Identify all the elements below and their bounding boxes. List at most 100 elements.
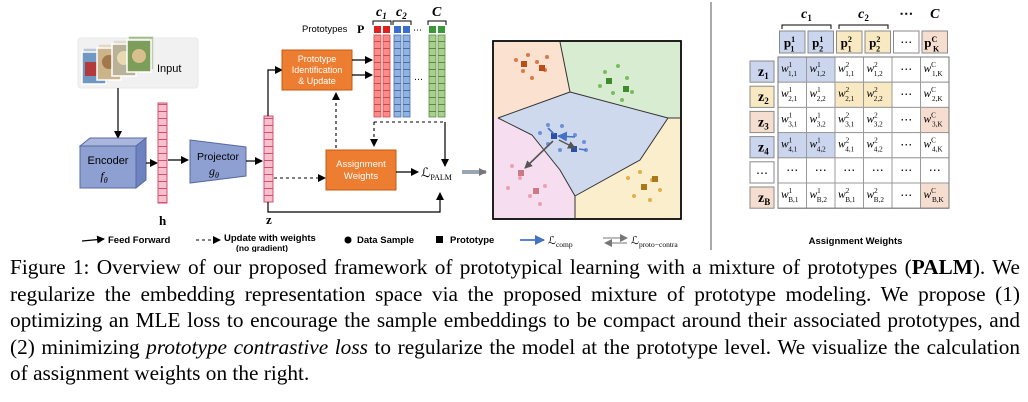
matrix-weight-cell: w2 3,2: [867, 111, 884, 128]
matrix-cell-dots: ⋯: [843, 163, 855, 177]
matrix-weight-cell: w1 B,2: [810, 187, 828, 204]
matrix-weight-cell: w2 B,1: [838, 187, 856, 204]
input-images: [81, 39, 152, 85]
matrix-weight-cell: w1 4,1: [781, 137, 798, 154]
projector-block: [189, 139, 247, 184]
projector-fn: gθ: [209, 164, 219, 180]
legend-feed-forward: Feed Forward: [108, 235, 170, 246]
cluster-blue: [538, 123, 588, 152]
matrix-row-label: z1: [758, 65, 769, 81]
assignment-matrix: c1 c2 ⋯ Cp1 1 p1 2 p2 1 p2 2 ⋯ pC K z1 w1 1,1 w1 1,2 w2 1,1 w…: [749, 7, 950, 247]
prototype-strip-vdots: …: [414, 73, 423, 83]
input-label: Input: [157, 63, 181, 75]
prototype-strips: [373, 34, 446, 118]
cluster-orange: [514, 53, 549, 80]
legend-update-line1: Update with weights: [224, 233, 316, 244]
prototype-identification-box: [281, 49, 353, 91]
prototype-box-line1: Prototype: [298, 54, 337, 64]
matrix-weight-cell: w2 3,1: [838, 111, 855, 128]
legend-circle-icon: [344, 236, 352, 244]
legend-comp: ℒcomp: [548, 235, 573, 249]
matrix-weight-cell: w1 2,2: [810, 86, 827, 103]
matrix-cell-dots: ⋯: [786, 163, 798, 177]
matrix-weight-cell: w2 2,2: [867, 86, 884, 103]
encoder-fn: fθ: [100, 169, 107, 185]
matrix-header-prototype: p2 1: [841, 35, 852, 53]
class-label-C: C: [432, 5, 442, 20]
prototype-box-line2: Identification: [292, 65, 343, 75]
caption-italic: prototype contrastive loss: [146, 334, 368, 359]
matrix-cell-dots: ⋯: [872, 163, 884, 177]
matrix-weight-cell: w1 1,1: [781, 61, 797, 78]
matrix-weight-cell: w1 1,2: [810, 61, 826, 78]
encoder-label: Encoder: [88, 155, 129, 167]
matrix-weight-cell: wC 4,K: [924, 137, 944, 154]
matrix-weight-cell: wC B,K: [924, 187, 945, 204]
loss-palm: ℒPALM: [421, 165, 452, 182]
cluster-pink: [506, 164, 547, 206]
projector-label: Projector: [197, 151, 240, 163]
legend-data-sample: Data Sample: [357, 235, 414, 246]
matrix-cell-dots: ⋯: [900, 87, 912, 101]
embedding-space-panel: [492, 40, 682, 220]
matrix-row-label: z4: [758, 141, 769, 157]
class-label-c1: c1: [376, 5, 387, 21]
matrix-weight-cell: wC 2,K: [924, 86, 944, 103]
z-embedding-strip: [263, 115, 274, 203]
assignment-box-line2: Weights: [344, 171, 378, 182]
z-label: z: [266, 212, 272, 227]
matrix-weight-cell: wC 3,K: [924, 111, 944, 128]
legend-proto-contra: ℒproto−contra: [631, 235, 678, 249]
matrix-class-label: c2: [858, 7, 869, 23]
caption-text-c: to regularize the model at the prototype…: [10, 334, 1021, 386]
matrix-cell-dots: ⋯: [900, 138, 912, 152]
prototypes-symbol: P: [357, 22, 364, 36]
matrix-header-prototype: p2 2: [869, 35, 880, 53]
matrix-header-prototype: p1 2: [812, 35, 823, 53]
matrix-header-dots: ⋯: [900, 35, 912, 49]
matrix-weight-cell: w1 2,1: [781, 86, 798, 103]
matrix-weight-cell: w2 2,1: [838, 86, 855, 103]
matrix-row-label: z2: [758, 90, 769, 106]
encoder-block: [78, 136, 148, 190]
legend-update-line2: (no gradient): [236, 243, 288, 252]
matrix-row-label: zB: [758, 191, 770, 207]
matrix-class-label: c1: [801, 7, 812, 23]
matrix-cell-dots: ⋯: [929, 163, 941, 177]
matrix-class-label: C: [930, 7, 940, 22]
h-label: h: [159, 213, 167, 228]
matrix-weight-cell: w2 4,1: [838, 137, 855, 154]
assignment-box-line1: Assignment: [336, 159, 386, 170]
caption-bold: PALM: [911, 255, 973, 279]
prototype-dots: ⋯: [413, 26, 422, 36]
prototypes-label: Prototypes: [302, 24, 348, 35]
matrix-header-prototype: p1 1: [784, 35, 795, 53]
legend: Feed Forward Update with weights (no gra…: [81, 233, 678, 252]
assignment-weights-box: [325, 149, 397, 191]
legend-square-icon: [436, 236, 443, 243]
matrix-cell-dots: ⋯: [900, 163, 912, 177]
cluster-green: [598, 64, 634, 102]
matrix-weight-cell: w2 4,2: [867, 137, 884, 154]
matrix-row-label: z3: [758, 115, 769, 131]
prototype-box-line3: & Update: [298, 76, 336, 86]
caption-label: Figure 1:: [10, 255, 90, 279]
matrix-weight-cell: w1 B,1: [781, 187, 799, 204]
h-embedding-strip: [157, 102, 168, 204]
class-label-c2: c2: [396, 5, 407, 21]
matrix-weight-cell: wC 1,K: [924, 61, 944, 78]
matrix-cell-dots: ⋯: [815, 163, 827, 177]
matrix-weight-cell: w1 4,2: [810, 137, 827, 154]
matrix-weight-cell: w2 1,2: [867, 61, 884, 78]
matrix-weight-cell: w2 1,1: [838, 61, 855, 78]
matrix-cell-dots: ⋯: [900, 112, 912, 126]
cluster-yellow: [626, 170, 662, 202]
figure-canvas: Input Encoder fθ h Projector gθ z Protot…: [77, 2, 950, 252]
matrix-weight-cell: w1 3,1: [781, 111, 798, 128]
matrix-row-dots: ⋯: [756, 166, 768, 180]
matrix-header-prototype: pC K: [924, 35, 940, 53]
matrix-class-label: ⋯: [899, 7, 913, 22]
prototype-heads: [374, 26, 445, 33]
matrix-cell-dots: ⋯: [900, 62, 912, 76]
caption-text-b: ). We regularize the embedding represent…: [10, 255, 1020, 359]
